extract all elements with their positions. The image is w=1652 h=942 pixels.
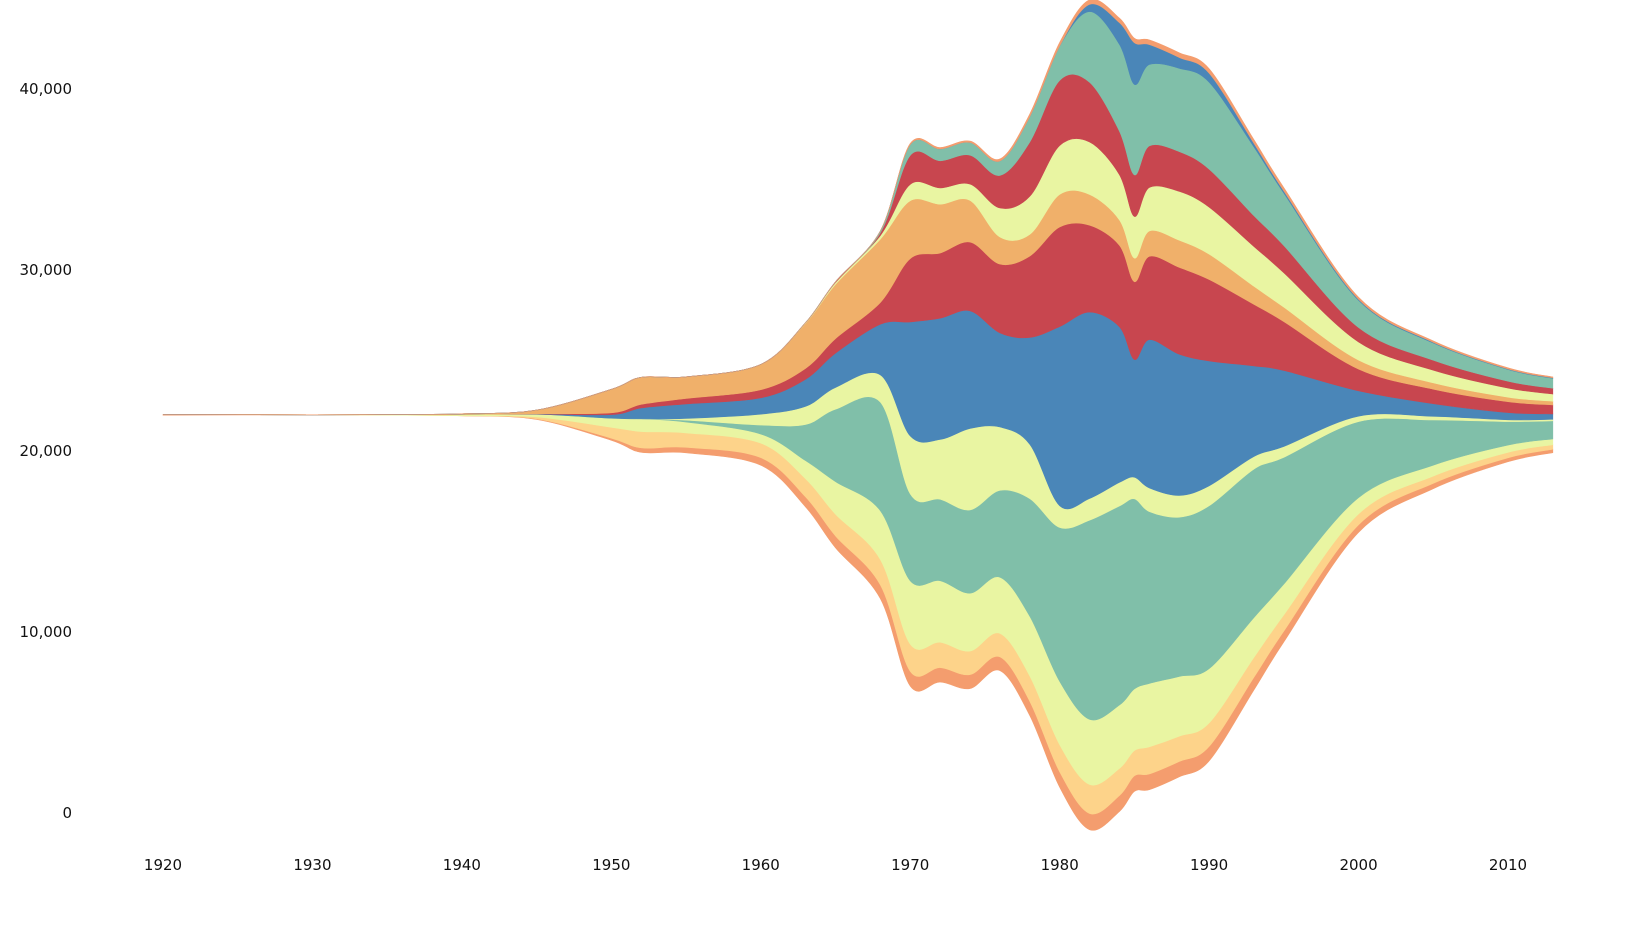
x-tick-label: 1990	[1190, 856, 1228, 874]
x-tick-label: 1950	[592, 856, 630, 874]
x-tick-label: 1930	[293, 856, 331, 874]
y-tick-label: 0	[62, 804, 72, 822]
y-tick-label: 20,000	[20, 442, 73, 460]
x-tick-label: 1960	[742, 856, 780, 874]
x-tick-label: 1940	[443, 856, 481, 874]
x-tick-label: 2010	[1489, 856, 1527, 874]
x-tick-label: 2000	[1339, 856, 1377, 874]
y-tick-label: 40,000	[20, 80, 73, 98]
y-tick-label: 10,000	[20, 623, 73, 641]
y-tick-label: 30,000	[20, 261, 73, 279]
stream-layer-13	[162, 0, 1554, 416]
x-tick-label: 1970	[891, 856, 929, 874]
stream-layers	[162, 0, 1554, 831]
x-axis: 1920 1930 1940 1950 1960 1970 1980 1990 2000 2010	[144, 856, 1527, 874]
x-tick-label: 1920	[144, 856, 182, 874]
x-tick-label: 1980	[1041, 856, 1079, 874]
y-axis: 0 10,000 20,000 30,000 40,000	[20, 80, 73, 822]
